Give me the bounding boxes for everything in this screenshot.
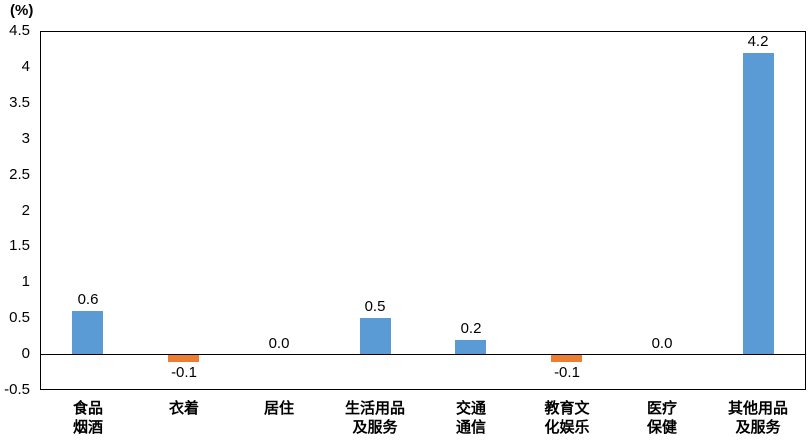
category-label-line: 及服务 [735,419,781,436]
category-label-line: 及服务 [352,419,398,436]
y-tick-label: 3 [21,130,30,147]
category-label-1: 食品 烟酒 [40,399,136,437]
category-label-line: 衣着 [168,400,199,417]
category-label-line: 生活用品 [344,400,405,417]
bar-4 [360,318,391,354]
zero-axis-line [40,354,806,355]
category-label-line: 医疗 [646,400,677,417]
bar-8 [743,53,774,354]
bar-6 [551,355,582,362]
category-label-line: 居住 [263,400,294,417]
category-label-line: 化娱乐 [544,419,590,436]
category-label-3: 居住 [231,399,327,418]
category-label-line: 烟酒 [72,419,103,436]
category-label-4: 生活用品 及服务 [327,399,423,437]
data-label: 0.5 [364,298,386,315]
y-tick-label: 4.5 [9,22,30,39]
y-tick-label: 2 [21,202,30,219]
category-label-6: 教育文 化娱乐 [519,399,615,437]
y-tick-label: 3.5 [9,94,30,111]
category-label-2: 衣着 [136,399,232,418]
data-label: -0.1 [554,364,580,381]
y-tick-label: 2.5 [9,166,30,183]
category-label-7: 医疗 保健 [614,399,710,437]
y-tick-label: 0 [21,345,30,362]
category-label-line: 教育文 [544,400,590,417]
category-label-8: 其他用品 及服务 [710,399,806,437]
category-label-line: 食品 [72,400,103,417]
category-label-line: 保健 [646,419,677,436]
y-tick-label: 0.5 [9,309,30,326]
category-label-line: 通信 [455,419,486,436]
category-label-line: 交通 [455,400,486,417]
category-label-line: 其他用品 [727,400,788,417]
data-label: 0.6 [77,291,99,308]
y-tick-label: 1.5 [9,237,30,254]
bar-2 [168,355,199,362]
data-label: 0.0 [651,335,673,352]
data-label: 4.2 [747,33,769,50]
data-label: -0.1 [171,364,197,381]
bar-1 [72,311,103,354]
data-label: 0.0 [268,335,290,352]
plot-area [40,31,806,390]
data-label: 0.2 [460,320,482,337]
bar-5 [455,340,486,354]
y-tick-label: 4 [21,58,30,75]
y-tick-label: -0.5 [4,381,30,398]
y-tick-label: 1 [21,273,30,290]
category-label-5: 交通 通信 [423,399,519,437]
y-axis-unit-label: (%) [10,2,34,19]
